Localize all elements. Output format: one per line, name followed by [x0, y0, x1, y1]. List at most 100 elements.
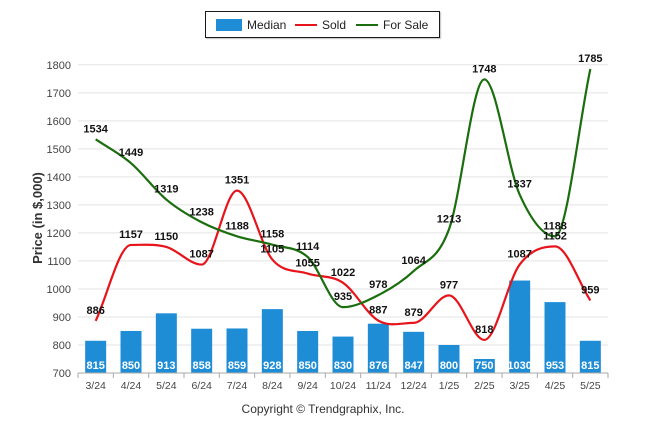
- median-bar: [120, 330, 142, 373]
- sold-point-label: 1150: [154, 231, 178, 243]
- legend: Median Sold For Sale: [205, 11, 440, 38]
- median-bar-label: 847: [404, 360, 422, 372]
- median-bar: [332, 336, 354, 373]
- for-sale-point-label: 1213: [437, 213, 461, 225]
- y-tick-label: 1700: [47, 88, 71, 100]
- x-tick-label: 9/24: [297, 380, 318, 392]
- y-tick-label: 800: [53, 340, 71, 352]
- x-tick-label: 3/24: [85, 380, 106, 392]
- legend-item-median[interactable]: Median: [216, 12, 286, 37]
- x-tick-label: 3/25: [509, 380, 530, 392]
- x-tick-label: 6/24: [191, 380, 212, 392]
- median-bar: [226, 328, 248, 373]
- median-bar-label: 859: [228, 360, 246, 372]
- median-bar: [155, 313, 177, 373]
- median-bar-label: 800: [440, 360, 458, 372]
- for-sale-point-label: 1064: [401, 255, 426, 267]
- legend-swatch-for-sale: [356, 23, 378, 26]
- sold-point-label: 959: [581, 284, 599, 296]
- x-tick-label: 5/25: [580, 380, 601, 392]
- median-bar: [367, 323, 389, 373]
- sold-point-label: 1022: [331, 267, 355, 279]
- x-tick-label: 10/24: [330, 380, 356, 392]
- median-bar-label: 1030: [507, 360, 531, 372]
- sold-point-label: 1055: [295, 258, 319, 270]
- x-tick-label: 2/25: [474, 380, 495, 392]
- y-axis-label: Price (in $,000): [30, 172, 45, 264]
- sold-labels: 886 1157 1150 1087 1351 1105 1055 1022 887 879 977…: [86, 175, 599, 336]
- y-tick-label: 1200: [47, 228, 71, 240]
- x-tick-label: 4/24: [121, 380, 142, 392]
- y-axis: 700 800 900 1000 1100 1200 1300 1400 1500 1600 170…: [47, 60, 71, 380]
- legend-label-sold: Sold: [322, 17, 347, 32]
- for-sale-line: [95, 68, 592, 309]
- for-sale-point-label: 935: [334, 291, 352, 303]
- for-sale-point-label: 1449: [119, 147, 143, 159]
- x-tick-label: 1/25: [439, 380, 460, 392]
- median-bar: [261, 309, 283, 373]
- x-tick-label: 11/24: [366, 380, 392, 392]
- for-sale-point-label: 1748: [472, 63, 496, 75]
- y-tick-label: 1600: [47, 116, 71, 128]
- y-tick-label: 1100: [47, 256, 71, 268]
- sold-point-label: 1087: [189, 249, 213, 261]
- sold-point-label: 887: [369, 305, 387, 317]
- median-bar-label: 876: [369, 360, 387, 372]
- median-bar-label: 953: [546, 360, 564, 372]
- for-sale-point-label: 1785: [578, 53, 602, 65]
- y-tick-label: 1000: [47, 284, 71, 296]
- median-bar-labels: 815 850 913 858 859 928 850 830 876 847 800 750 1030…: [86, 360, 599, 372]
- legend-swatch-sold: [295, 23, 317, 26]
- x-tick-label: 4/25: [545, 380, 566, 392]
- x-tick-label: 12/24: [401, 380, 427, 392]
- median-bars: [85, 280, 601, 373]
- sold-point-label: 977: [440, 279, 458, 291]
- median-bar: [473, 358, 495, 373]
- for-sale-labels: 1534 1449 1319 1238 1188 1158 1114 935 978 1064 12…: [83, 53, 602, 303]
- for-sale-point-label: 1188: [543, 220, 567, 232]
- x-axis: 3/24 4/24 5/24 6/24 7/24 8/24 9/24 10/24 11/24 12…: [77, 372, 609, 392]
- sold-point-label: 879: [404, 307, 422, 319]
- y-tick-label: 1400: [47, 172, 71, 184]
- sold-point-label: 1105: [260, 244, 284, 256]
- median-bar: [403, 331, 425, 373]
- median-bar-label: 850: [122, 360, 140, 372]
- sold-point-label: 818: [475, 324, 493, 336]
- y-tick-label: 700: [53, 368, 71, 380]
- for-sale-point-label: 1319: [154, 184, 178, 196]
- sold-point-label: 886: [86, 305, 104, 317]
- sold-point-label: 1087: [507, 249, 531, 261]
- legend-item-sold[interactable]: Sold: [295, 12, 346, 37]
- x-tick-label: 8/24: [262, 380, 283, 392]
- median-bar-label: 815: [581, 360, 599, 372]
- for-sale-point-label: 1188: [225, 220, 249, 232]
- median-bar-label: 913: [157, 360, 175, 372]
- median-bar-label: 815: [86, 360, 104, 372]
- sold-point-label: 1157: [119, 229, 143, 241]
- median-bar-label: 850: [298, 360, 316, 372]
- legend-item-for-sale[interactable]: For Sale: [356, 12, 428, 37]
- sold-line: [94, 189, 592, 342]
- median-bar: [579, 340, 601, 373]
- median-bar-label: 928: [263, 360, 281, 372]
- legend-label-median: Median: [247, 17, 287, 32]
- for-sale-point-label: 1337: [507, 179, 531, 191]
- median-bar: [85, 340, 107, 373]
- median-bar: [509, 280, 531, 373]
- median-bar: [544, 302, 566, 373]
- x-tick-label: 7/24: [227, 380, 248, 392]
- legend-swatch-median: [216, 18, 242, 31]
- for-sale-point-label: 1114: [296, 241, 320, 253]
- copyright-text: Copyright © Trendgraphix, Inc.: [241, 402, 405, 416]
- median-bar: [191, 328, 213, 373]
- y-tick-label: 1500: [47, 144, 71, 156]
- legend-label-for-sale: For Sale: [383, 17, 429, 32]
- for-sale-point-label: 978: [369, 279, 387, 291]
- x-tick-label: 5/24: [156, 380, 177, 392]
- sold-point-label: 1351: [225, 175, 249, 187]
- sold-point-label: 1152: [543, 230, 567, 242]
- median-bar-label: 858: [192, 360, 210, 372]
- median-bar: [297, 330, 319, 373]
- for-sale-point-label: 1158: [260, 229, 284, 241]
